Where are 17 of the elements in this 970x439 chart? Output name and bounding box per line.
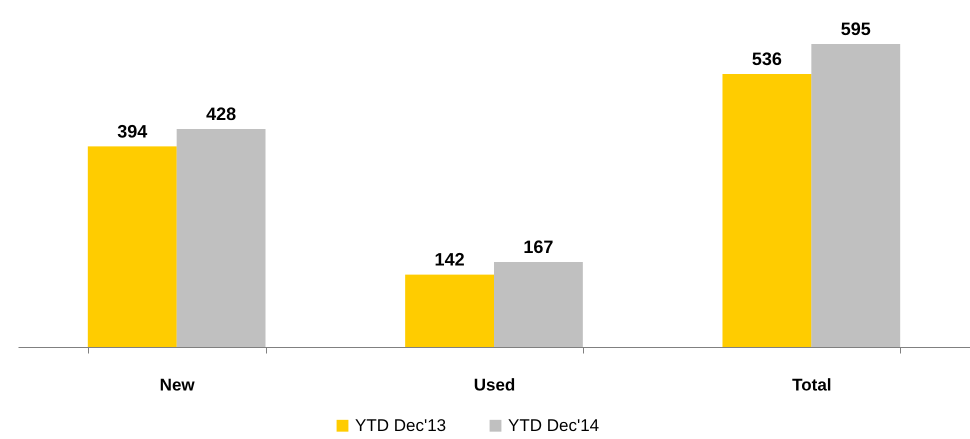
- legend-label: YTD Dec'13: [355, 416, 446, 435]
- data-label: 536: [752, 49, 782, 70]
- x-tick-label: Used: [474, 376, 516, 394]
- data-label: 595: [840, 19, 871, 39]
- x-tick-label: Total: [792, 376, 832, 394]
- data-label: 428: [206, 104, 236, 124]
- data-label: 394: [117, 121, 148, 142]
- data-label: 142: [434, 250, 465, 270]
- bar: [405, 274, 494, 347]
- data-label: 167: [523, 236, 554, 257]
- bar: [494, 262, 583, 347]
- bar: [722, 74, 812, 347]
- legend-label: YTD Dec'14: [508, 416, 600, 435]
- bar: [176, 129, 266, 347]
- bar: [88, 146, 177, 347]
- bar: [811, 44, 900, 347]
- x-tick-label: New: [160, 376, 196, 394]
